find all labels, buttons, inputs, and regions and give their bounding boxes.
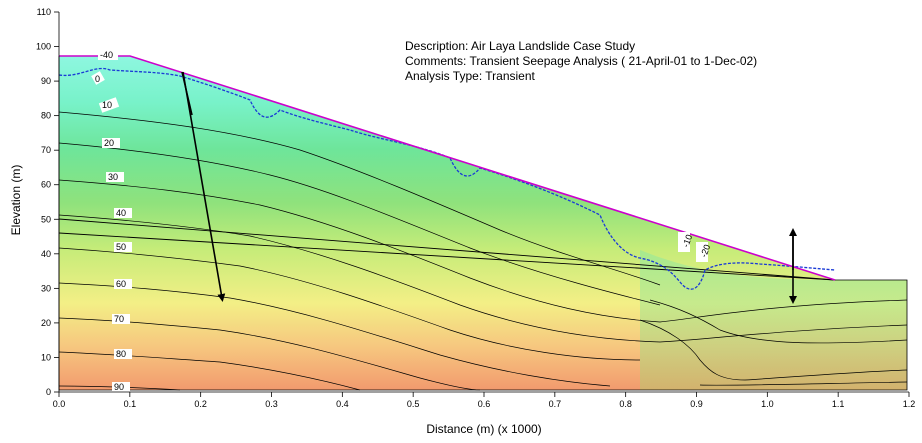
contour-label: -40 — [100, 50, 113, 60]
x-tick-label: 0.4 — [336, 399, 349, 409]
contour-label: 80 — [116, 349, 126, 359]
x-tick-label: 1.2 — [903, 399, 916, 409]
contour-label: 30 — [108, 172, 118, 182]
toe-domain-fill — [640, 250, 907, 390]
x-tick-label: 0.2 — [194, 399, 207, 409]
description-text: Description: Air Laya Landslide Case Stu… — [405, 39, 635, 53]
contour-label: 70 — [114, 314, 124, 324]
y-tick-group: 0 10 20 30 40 50 60 70 80 90 100 110 — [36, 7, 59, 397]
x-tick-group: 0.0 0.1 0.2 0.3 0.4 0.5 0.6 0.7 0.8 0.9 1.0 1.1 1.2 — [53, 392, 916, 409]
y-tick-label: 10 — [41, 352, 51, 362]
x-tick-label: 0.7 — [549, 399, 562, 409]
x-tick-label: 0.1 — [124, 399, 137, 409]
analysis-type-text: Analysis Type: Transient — [405, 69, 536, 83]
y-tick-label: 110 — [37, 7, 51, 17]
y-tick-label: 20 — [41, 318, 51, 328]
contour-label: 0 — [95, 74, 100, 84]
y-tick-label: 70 — [41, 145, 51, 155]
y-tick-label: 0 — [46, 387, 51, 397]
x-tick-label: 0.3 — [265, 399, 278, 409]
contour-label: 90 — [114, 382, 124, 392]
y-tick-label: 50 — [41, 214, 51, 224]
contour-label: 10 — [102, 100, 112, 110]
flow-vectors — [181, 71, 797, 304]
water-table-line — [58, 67, 836, 290]
pressure-head-contours — [58, 111, 908, 391]
y-axis-title: Elevation (m) — [9, 165, 23, 236]
x-axis-title: Distance (m) (x 1000) — [426, 422, 541, 436]
x-tick-label: 0.9 — [690, 399, 703, 409]
contour-label: 60 — [116, 279, 126, 289]
comments-text: Comments: Transient Seepage Analysis ( 2… — [405, 54, 757, 68]
y-tick-label: 100 — [36, 42, 51, 52]
y-tick-label: 40 — [41, 249, 51, 259]
contour-label-group: -40 0 10 20 30 40 50 60 70 80 90 -10 -20 — [91, 50, 712, 392]
x-tick-label: 0.5 — [407, 399, 420, 409]
x-tick-label: 0.6 — [478, 399, 491, 409]
contour-label: 40 — [116, 208, 126, 218]
x-tick-label: 1.0 — [761, 399, 774, 409]
contour-label: 50 — [116, 242, 126, 252]
y-tick-label: 30 — [41, 283, 51, 293]
x-tick-label: 0.8 — [619, 399, 632, 409]
x-tick-label: 0.0 — [53, 399, 66, 409]
y-tick-label: 60 — [41, 180, 51, 190]
contour-label: -10 — [680, 233, 694, 249]
y-tick-label: 80 — [41, 111, 51, 121]
section-lines — [58, 218, 836, 281]
contour-label: -20 — [698, 243, 712, 259]
y-tick-label: 90 — [41, 76, 51, 86]
x-tick-label: 1.1 — [832, 399, 845, 409]
ground-surface-line — [59, 55, 836, 281]
contour-label: 20 — [104, 138, 114, 148]
